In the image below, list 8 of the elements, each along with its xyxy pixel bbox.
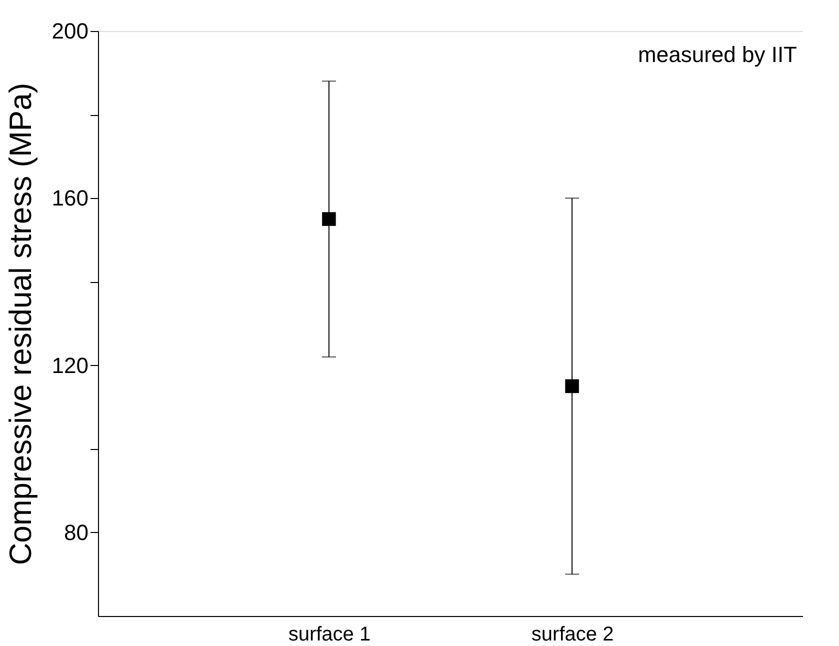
x-tick-label: surface 2 bbox=[531, 624, 614, 646]
annotation: measured by IIT bbox=[638, 42, 797, 67]
x-tick-label: surface 1 bbox=[288, 624, 371, 646]
y-tick-label: 200 bbox=[52, 18, 88, 44]
y-tick-label: 120 bbox=[52, 352, 88, 378]
y-tick-label: 80 bbox=[64, 520, 88, 545]
y-tick-label: 160 bbox=[52, 186, 88, 211]
y-axis-title: Compressive residual stress (MPa) bbox=[2, 82, 38, 566]
